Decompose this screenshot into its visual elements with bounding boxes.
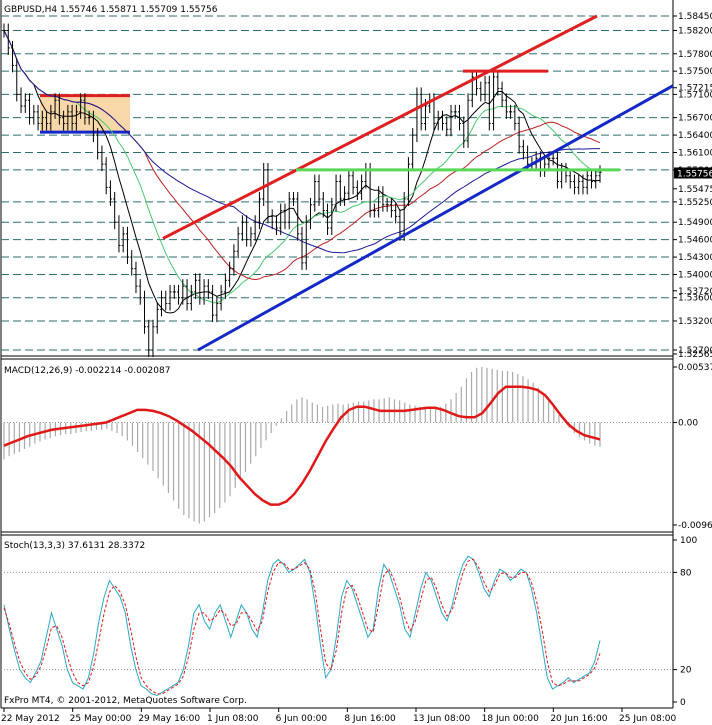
stoch-tick-label: 20 xyxy=(680,666,692,676)
trend-lines xyxy=(162,14,674,352)
moving-average-line xyxy=(3,30,601,304)
stochastic-panel: 100 80 20 0 xyxy=(1,536,697,708)
macd-tick-label: -0.00964 xyxy=(678,521,712,531)
horizontal-level-lines xyxy=(1,15,673,351)
stoch-tick-label: 0 xyxy=(680,698,686,708)
copyright-text: FxPro MT4, © 2001-2012, MetaQuotes Softw… xyxy=(4,696,247,706)
price-label: 1.56700 xyxy=(678,114,712,124)
time-label: 20 Jun 16:00 xyxy=(550,714,607,724)
price-label: 1.54600 xyxy=(678,236,712,246)
time-label: 25 May 00:00 xyxy=(70,714,132,724)
price-label: 1.58450 xyxy=(678,12,712,22)
price-label: 1.55250 xyxy=(678,198,712,208)
macd-tick-label: 0.00 xyxy=(678,419,698,429)
macd-signal-line xyxy=(3,385,601,506)
stoch-header: Stoch(13,3,3) 37.6131 28.3372 xyxy=(4,541,145,551)
resistance-trend-line xyxy=(162,14,598,240)
stoch-signal-line xyxy=(3,558,601,695)
price-label: 1.56400 xyxy=(678,131,712,141)
price-label: 1.57215 xyxy=(678,84,712,94)
moving-average-line xyxy=(3,30,601,314)
stoch-tick-label: 100 xyxy=(680,536,697,546)
macd-tick-label: 0.00537 xyxy=(678,363,712,373)
price-bars xyxy=(2,23,602,357)
price-label: 1.53200 xyxy=(678,317,712,327)
current-price-marker xyxy=(674,167,712,179)
time-label: 25 Jun 08:00 xyxy=(619,714,676,724)
macd-panel: 0.00537 0.00 -0.00964 xyxy=(1,363,712,531)
price-label: 1.54900 xyxy=(678,218,712,228)
price-label: 1.58200 xyxy=(678,27,712,37)
price-axis-labels: 1.58450 1.58200 1.57800 1.57500 1.572151.571… xyxy=(673,12,712,360)
price-label: 1.57100 xyxy=(678,90,712,100)
price-label: 1.55475 xyxy=(678,185,712,195)
stoch-main-line xyxy=(3,555,601,697)
price-label: 1.52700 xyxy=(678,346,712,356)
current-price-label: 1.55756 xyxy=(677,169,712,179)
price-label: 1.57500 xyxy=(678,67,712,77)
price-label: 1.53720 xyxy=(678,287,712,297)
time-axis-labels: 22 May 2012 25 May 00:00 29 May 16:00 1 Jun… xyxy=(1,708,676,724)
price-label: 1.54300 xyxy=(678,253,712,263)
stoch-tick-label: 80 xyxy=(680,568,692,578)
time-label: 1 Jun 08:00 xyxy=(207,714,259,724)
support-trend-line xyxy=(197,84,674,352)
time-label: 6 Jun 00:00 xyxy=(276,714,328,724)
price-label: 1.53600 xyxy=(678,294,712,304)
time-label: 29 May 16:00 xyxy=(138,714,200,724)
time-label: 22 May 2012 xyxy=(1,714,60,724)
price-label: 1.52565 xyxy=(678,350,712,360)
time-label: 13 Jun 08:00 xyxy=(413,714,470,724)
price-label: 1.54000 xyxy=(678,270,712,280)
time-label: 18 Jun 00:00 xyxy=(482,714,539,724)
time-label: 8 Jun 16:00 xyxy=(344,714,396,724)
price-label: 1.56100 xyxy=(678,149,712,159)
main-header: GBPUSD,H4 1.55746 1.55871 1.55709 1.5575… xyxy=(4,5,218,15)
macd-header: MACD(12,26,9) -0.002214 -0.002087 xyxy=(4,366,170,376)
price-label: 1.57800 xyxy=(678,50,712,60)
